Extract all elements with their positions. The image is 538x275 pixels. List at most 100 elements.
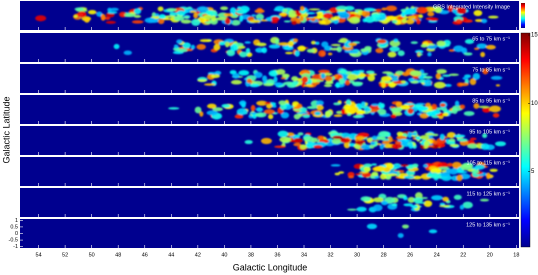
emission-blob (213, 44, 221, 51)
panel-label: 105 to 115 km s⁻¹ (467, 160, 511, 166)
emission-blob (221, 103, 231, 108)
emission-blob (429, 173, 442, 179)
emission-blob (330, 17, 337, 21)
emission-blob (439, 103, 446, 107)
emission-blob (346, 113, 352, 117)
emission-blob (343, 141, 351, 149)
emission-blob (480, 143, 490, 150)
emission-blob (293, 142, 302, 147)
emission-blob (441, 171, 451, 177)
emission-blob (442, 112, 449, 117)
y-tick-label: 0 (15, 231, 18, 237)
emission-blob (35, 15, 47, 22)
emission-blob (316, 11, 324, 19)
emission-blob (360, 144, 372, 150)
emission-blob (449, 169, 458, 175)
emission-blob (363, 107, 372, 112)
x-tick-label: 26 (407, 252, 413, 258)
emission-blob (414, 192, 423, 200)
emission-blob (88, 10, 97, 15)
emission-blob (315, 100, 324, 106)
emission-blob (439, 133, 445, 141)
colorbar-tick-label: 5 (531, 169, 535, 175)
emission-blob (254, 71, 263, 79)
emission-blob (203, 83, 216, 86)
emission-blob (329, 47, 340, 51)
emission-blob (350, 13, 356, 18)
emission-blob (270, 16, 280, 22)
emission-blob (337, 40, 344, 43)
emission-blob (369, 144, 375, 149)
emission-blob (311, 40, 316, 45)
emission-blob (482, 107, 491, 113)
emission-blob (333, 102, 342, 106)
emission-blob (360, 101, 366, 107)
x-tick-label: 48 (115, 252, 121, 258)
emission-blob (294, 50, 300, 57)
emission-blob (345, 99, 352, 106)
x-tick-label: 46 (142, 252, 148, 258)
emission-blob (419, 113, 429, 119)
emission-blob (397, 233, 404, 238)
emission-blob (308, 8, 321, 11)
emission-blob (365, 70, 375, 74)
emission-blob (363, 166, 371, 173)
emission-blob (354, 9, 363, 12)
x-tick-label: 18 (513, 252, 519, 258)
emission-blob (413, 197, 424, 203)
emission-blob (196, 6, 209, 13)
emission-blob (348, 16, 361, 24)
emission-blob (190, 10, 197, 13)
emission (113, 36, 496, 58)
panel (20, 219, 519, 248)
emission-blob (403, 175, 415, 179)
emission-blob (157, 6, 164, 12)
emission-blob (336, 46, 342, 53)
emission-blob (387, 173, 398, 177)
emission-blob (324, 81, 334, 85)
emission-blob (391, 143, 403, 149)
emission-blob (420, 196, 428, 200)
emission-blob (422, 164, 428, 168)
emission-blob (244, 41, 251, 44)
emission-blob (226, 49, 236, 57)
emission-blob (395, 141, 402, 145)
emission-blob (315, 41, 320, 45)
emission-blob (324, 110, 331, 118)
emission-blob (436, 69, 447, 74)
emission-blob (391, 203, 398, 207)
emission-blob (495, 84, 501, 87)
emission-blob (401, 71, 410, 77)
emission-blob (231, 19, 241, 26)
panel-label: 75 to 85 km s⁻¹ (472, 67, 510, 73)
emission-blob (273, 82, 283, 86)
emission-blob (317, 135, 325, 140)
emission-blob (338, 12, 350, 19)
emission-blob (263, 109, 275, 115)
emission-blob (447, 162, 453, 167)
emission-blob (462, 201, 473, 209)
emission-blob (203, 14, 213, 20)
emission-blob (401, 224, 409, 229)
emission-blob (490, 75, 503, 80)
emission-blob (283, 20, 291, 23)
emission-blob (358, 74, 367, 77)
y-axis-label: Galactic Latitude (1, 96, 11, 163)
emission-blob (403, 195, 408, 201)
x-tick-label: 44 (168, 252, 174, 258)
emission-blob (391, 19, 398, 24)
emission-blob (84, 17, 90, 23)
emission-blob (433, 81, 446, 89)
emission-blob (479, 198, 490, 202)
emission-blob (397, 16, 403, 20)
emission-blob (387, 51, 397, 58)
emission-blob (338, 78, 345, 85)
emission-blob (302, 114, 311, 119)
emission-blob (282, 8, 288, 13)
emission-blob (482, 133, 488, 139)
emission-blob (489, 105, 501, 113)
x-tick-label: 24 (434, 252, 440, 258)
emission-blob (400, 11, 406, 18)
emission-blob (435, 72, 442, 80)
emission-blob (260, 137, 272, 145)
